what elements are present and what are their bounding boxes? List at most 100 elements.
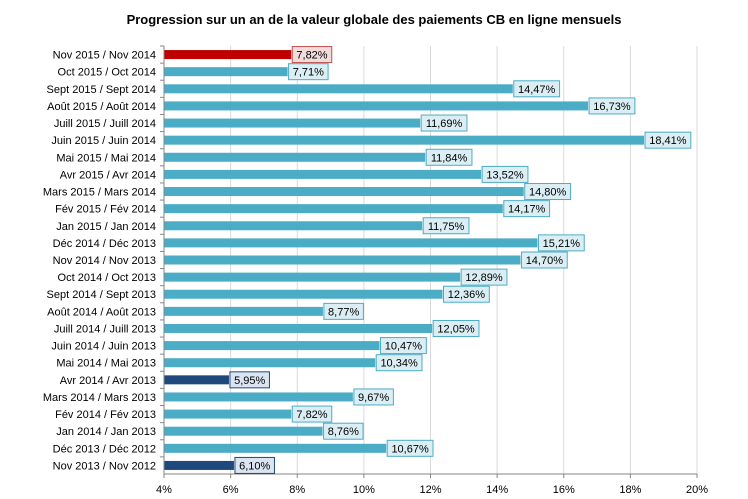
data-label-box	[353, 388, 394, 406]
bar	[164, 101, 589, 111]
data-label: 7,82%	[296, 50, 327, 62]
x-tick-label: 10%	[353, 484, 375, 496]
data-label: 18,41%	[649, 135, 687, 147]
category-label: Juin 2014 / Juin 2013	[51, 341, 156, 353]
data-label-box	[503, 200, 551, 218]
x-tick-label: 6%	[223, 484, 239, 496]
data-label: 14,17%	[508, 204, 546, 216]
category-label: Avr 2015 / Avr 2014	[60, 169, 156, 181]
data-label: 11,75%	[428, 221, 465, 233]
bar	[164, 118, 421, 128]
data-label-box	[481, 165, 529, 183]
bar	[164, 135, 645, 145]
x-tick-label: 4%	[156, 484, 172, 496]
category-label: Août 2015 / Août 2014	[47, 101, 156, 113]
bar	[164, 204, 503, 214]
category-label: Sept 2015 / Sept 2014	[47, 84, 156, 96]
category-label: Juill 2015 / Juill 2014	[54, 118, 156, 130]
data-label: 7,71%	[293, 67, 324, 79]
data-label-box	[420, 114, 468, 132]
data-label: 10,34%	[380, 358, 418, 370]
x-tick-label: 16%	[553, 484, 575, 496]
category-label: Oct 2014 / Oct 2013	[58, 272, 156, 284]
data-label: 14,70%	[526, 255, 564, 267]
data-label-box	[537, 234, 585, 252]
data-label-box	[513, 80, 561, 98]
category-label: Déc 2013 / Déc 2012	[53, 443, 156, 455]
data-label: 6,10%	[239, 460, 270, 472]
category-label: Juin 2015 / Juin 2014	[51, 135, 156, 147]
bar	[164, 443, 387, 453]
x-tick-label: 12%	[419, 484, 441, 496]
bar	[164, 358, 376, 368]
data-label: 9,67%	[358, 392, 389, 404]
data-label: 14,80%	[529, 187, 567, 199]
data-label: 8,76%	[328, 426, 359, 438]
data-label-box	[234, 456, 275, 474]
category-label: Mars 2015 / Mars 2014	[43, 187, 156, 199]
axes: 4% 6% 8% 10% 12% 14% 16% 18% 20% Nov 2015 / Nov 2…	[43, 45, 708, 496]
category-label: Nov 2013 / Nov 2012	[53, 460, 156, 472]
data-label: 12,89%	[465, 272, 503, 284]
data-label: 11,69%	[426, 118, 463, 130]
bar	[164, 84, 513, 94]
x-tick-label: 14%	[486, 484, 508, 496]
data-label-box	[375, 354, 423, 372]
data-label: 10,47%	[385, 341, 423, 353]
category-label: Sept 2014 / Sept 2013	[47, 289, 156, 301]
data-label-box	[323, 422, 364, 440]
data-label-box	[229, 371, 270, 389]
category-label: Jan 2015 / Jan 2014	[56, 221, 156, 233]
category-label: Nov 2014 / Nov 2013	[53, 255, 156, 267]
data-label-box	[520, 251, 568, 269]
data-label-box	[588, 97, 636, 115]
data-label: 15,21%	[543, 238, 581, 250]
data-label-box	[425, 148, 473, 166]
data-label: 8,77%	[328, 306, 359, 318]
x-tick-label: 8%	[289, 484, 305, 496]
category-label: Mars 2014 / Mars 2013	[43, 392, 156, 404]
data-label: 14,47%	[518, 84, 556, 96]
data-label-box	[288, 63, 329, 81]
data-label-box	[386, 439, 434, 457]
category-label: Mai 2015 / Mai 2014	[56, 152, 156, 164]
category-label: Juill 2014 / Juill 2013	[54, 323, 156, 335]
data-label-box	[291, 46, 333, 64]
data-label: 16,73%	[593, 101, 631, 113]
bar	[164, 341, 380, 351]
bar	[164, 169, 482, 179]
bar	[164, 187, 524, 197]
data-label: 12,05%	[437, 323, 475, 335]
category-label: Déc 2014 / Déc 2013	[53, 238, 156, 250]
category-label: Mai 2014 / Mai 2013	[56, 358, 156, 370]
bar	[164, 306, 323, 316]
x-tick-label: 18%	[619, 484, 641, 496]
bar	[164, 221, 423, 231]
category-label: Fév 2015 / Fév 2014	[55, 204, 156, 216]
bar	[164, 50, 292, 60]
data-label-box	[422, 217, 470, 235]
bar	[164, 255, 521, 265]
data-label: 10,67%	[391, 443, 429, 455]
bar	[164, 392, 353, 402]
bars	[164, 50, 645, 470]
bar	[164, 460, 234, 470]
data-label-box	[460, 268, 508, 286]
data-label-box	[380, 337, 427, 355]
data-label: 11,84%	[431, 152, 468, 164]
data-label-box	[432, 319, 480, 337]
bar	[164, 426, 323, 436]
data-label-box	[442, 285, 490, 303]
x-tick-label: 20%	[686, 484, 708, 496]
data-label-box	[524, 183, 572, 201]
data-label: 5,95%	[234, 375, 265, 387]
data-label-box	[323, 302, 364, 320]
data-label: 13,52%	[486, 169, 524, 181]
bar	[164, 238, 538, 248]
data-labels: 7,82% 7,71% 14,47% 16,73% 11,69% 18,41% 11,84%…	[229, 46, 692, 474]
bar	[164, 375, 229, 385]
data-label-box	[291, 405, 333, 423]
bar	[164, 409, 292, 419]
